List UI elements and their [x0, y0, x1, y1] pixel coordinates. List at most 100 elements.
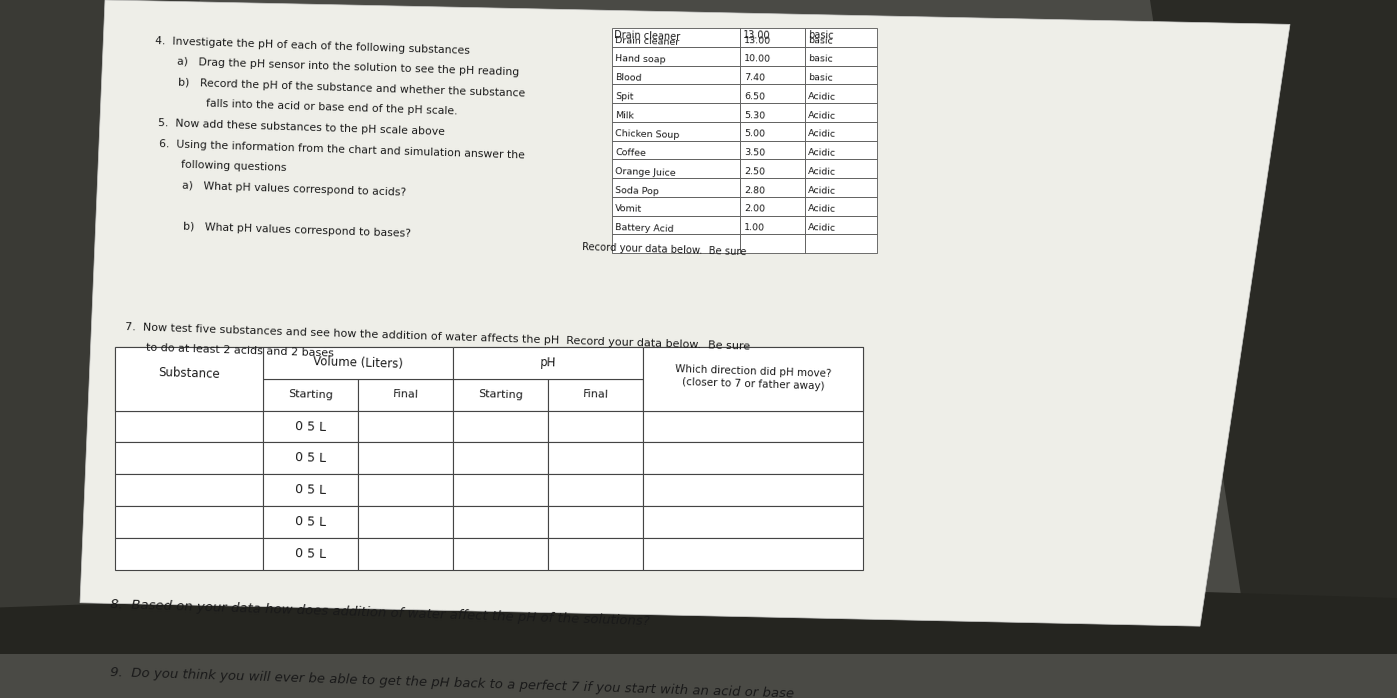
Bar [548, 506, 643, 538]
Text: b)   Record the pH of the substance and whether the substance: b) Record the pH of the substance and wh… [156, 77, 525, 98]
Bar [612, 178, 740, 197]
Text: Acidic: Acidic [807, 167, 837, 177]
Bar [805, 122, 877, 140]
Bar [115, 410, 263, 443]
Polygon shape [80, 0, 1289, 626]
Bar [612, 216, 740, 235]
Bar [548, 538, 643, 570]
Text: Starting: Starting [478, 389, 522, 401]
Bar [115, 538, 263, 570]
Bar [643, 538, 863, 570]
Bar [612, 159, 740, 178]
Text: 1.00: 1.00 [745, 223, 766, 232]
Text: 5.  Now add these substances to the pH scale above: 5. Now add these substances to the pH sc… [158, 118, 446, 137]
Bar [263, 347, 358, 379]
Bar [115, 506, 263, 538]
Text: 0 5 L: 0 5 L [295, 515, 326, 529]
Text: Milk: Milk [615, 110, 634, 120]
Bar [115, 379, 263, 410]
Bar [263, 506, 358, 538]
Text: Drain cleaner: Drain cleaner [615, 36, 679, 47]
Text: 0 5 L: 0 5 L [295, 547, 326, 561]
Bar [263, 443, 358, 475]
Bar [358, 410, 453, 443]
Bar [612, 66, 740, 84]
Text: 2.00: 2.00 [745, 205, 766, 214]
Text: falls into the acid or base end of the pH scale.: falls into the acid or base end of the p… [158, 98, 458, 117]
Bar [740, 140, 805, 159]
Bar [358, 538, 453, 570]
Text: Final: Final [393, 389, 419, 400]
Text: Orange Juice: Orange Juice [615, 167, 676, 178]
Bar [612, 47, 740, 66]
Text: a)   Drag the pH sensor into the solution to see the pH reading: a) Drag the pH sensor into the solution … [156, 57, 520, 77]
Bar [115, 475, 263, 506]
Bar [805, 178, 877, 197]
Polygon shape [1150, 0, 1397, 654]
Text: Hand soap: Hand soap [615, 54, 666, 65]
Bar [548, 443, 643, 475]
Bar [358, 347, 453, 379]
Text: 13.00: 13.00 [743, 30, 771, 41]
Bar [740, 197, 805, 216]
Text: 9.  Do you think you will ever be able to get the pH back to a perfect 7 if you : 9. Do you think you will ever be able to… [110, 665, 795, 698]
Polygon shape [1099, 467, 1397, 654]
Text: Vomit: Vomit [615, 205, 643, 214]
Text: Battery Acid: Battery Acid [615, 223, 673, 234]
Text: Acidic: Acidic [807, 223, 837, 233]
Bar [805, 103, 877, 122]
Text: (closer to 7 or father away): (closer to 7 or father away) [682, 377, 824, 392]
Text: 5.30: 5.30 [745, 110, 766, 120]
Bar [358, 443, 453, 475]
Bar [453, 347, 643, 379]
Bar [612, 235, 740, 253]
Bar [548, 475, 643, 506]
Bar [358, 379, 453, 410]
Text: Volume (Liters): Volume (Liters) [313, 355, 404, 371]
Text: Which direction did pH move?: Which direction did pH move? [675, 364, 831, 378]
Text: 0 5 L: 0 5 L [295, 483, 326, 497]
Text: basic: basic [807, 54, 833, 64]
Text: Acidic: Acidic [807, 129, 837, 139]
Bar [805, 66, 877, 84]
Bar [612, 84, 740, 103]
Bar [740, 103, 805, 122]
Text: 4.  Investigate the pH of each of the following substances: 4. Investigate the pH of each of the fol… [155, 36, 469, 56]
Bar [612, 197, 740, 216]
Bar [805, 159, 877, 178]
Text: 7.40: 7.40 [745, 73, 766, 83]
Bar [612, 122, 740, 140]
Bar [263, 410, 358, 443]
Bar [740, 235, 805, 253]
Text: 10.00: 10.00 [745, 54, 771, 64]
Text: Starting: Starting [288, 389, 332, 401]
Bar [740, 159, 805, 178]
Bar [643, 379, 863, 410]
Bar [740, 66, 805, 84]
Polygon shape [0, 0, 130, 654]
Bar [805, 28, 877, 47]
Bar [263, 347, 453, 379]
Text: 5.00: 5.00 [745, 129, 766, 139]
Bar [643, 506, 863, 538]
Bar [740, 216, 805, 235]
Bar [548, 379, 643, 410]
Text: b)   What pH values correspond to bases?: b) What pH values correspond to bases? [162, 221, 411, 239]
Text: basic: basic [807, 73, 833, 83]
Text: Chicken Soup: Chicken Soup [615, 129, 679, 140]
Bar [115, 347, 263, 379]
Text: Substance: Substance [158, 366, 219, 380]
Text: pH: pH [539, 356, 556, 369]
Bar [805, 197, 877, 216]
Text: 13.00: 13.00 [745, 36, 771, 45]
Bar [643, 347, 863, 410]
Bar [612, 28, 740, 47]
Text: basic: basic [807, 30, 834, 40]
Bar [612, 103, 740, 122]
Bar [115, 443, 263, 475]
Text: Spit: Spit [615, 92, 634, 101]
Bar [805, 216, 877, 235]
Text: a)   What pH values correspond to acids?: a) What pH values correspond to acids? [161, 180, 407, 198]
Text: Coffee: Coffee [615, 148, 647, 158]
Text: 8.  Based on your data how does addition of water affect the pH of the solutions: 8. Based on your data how does addition … [110, 598, 650, 628]
